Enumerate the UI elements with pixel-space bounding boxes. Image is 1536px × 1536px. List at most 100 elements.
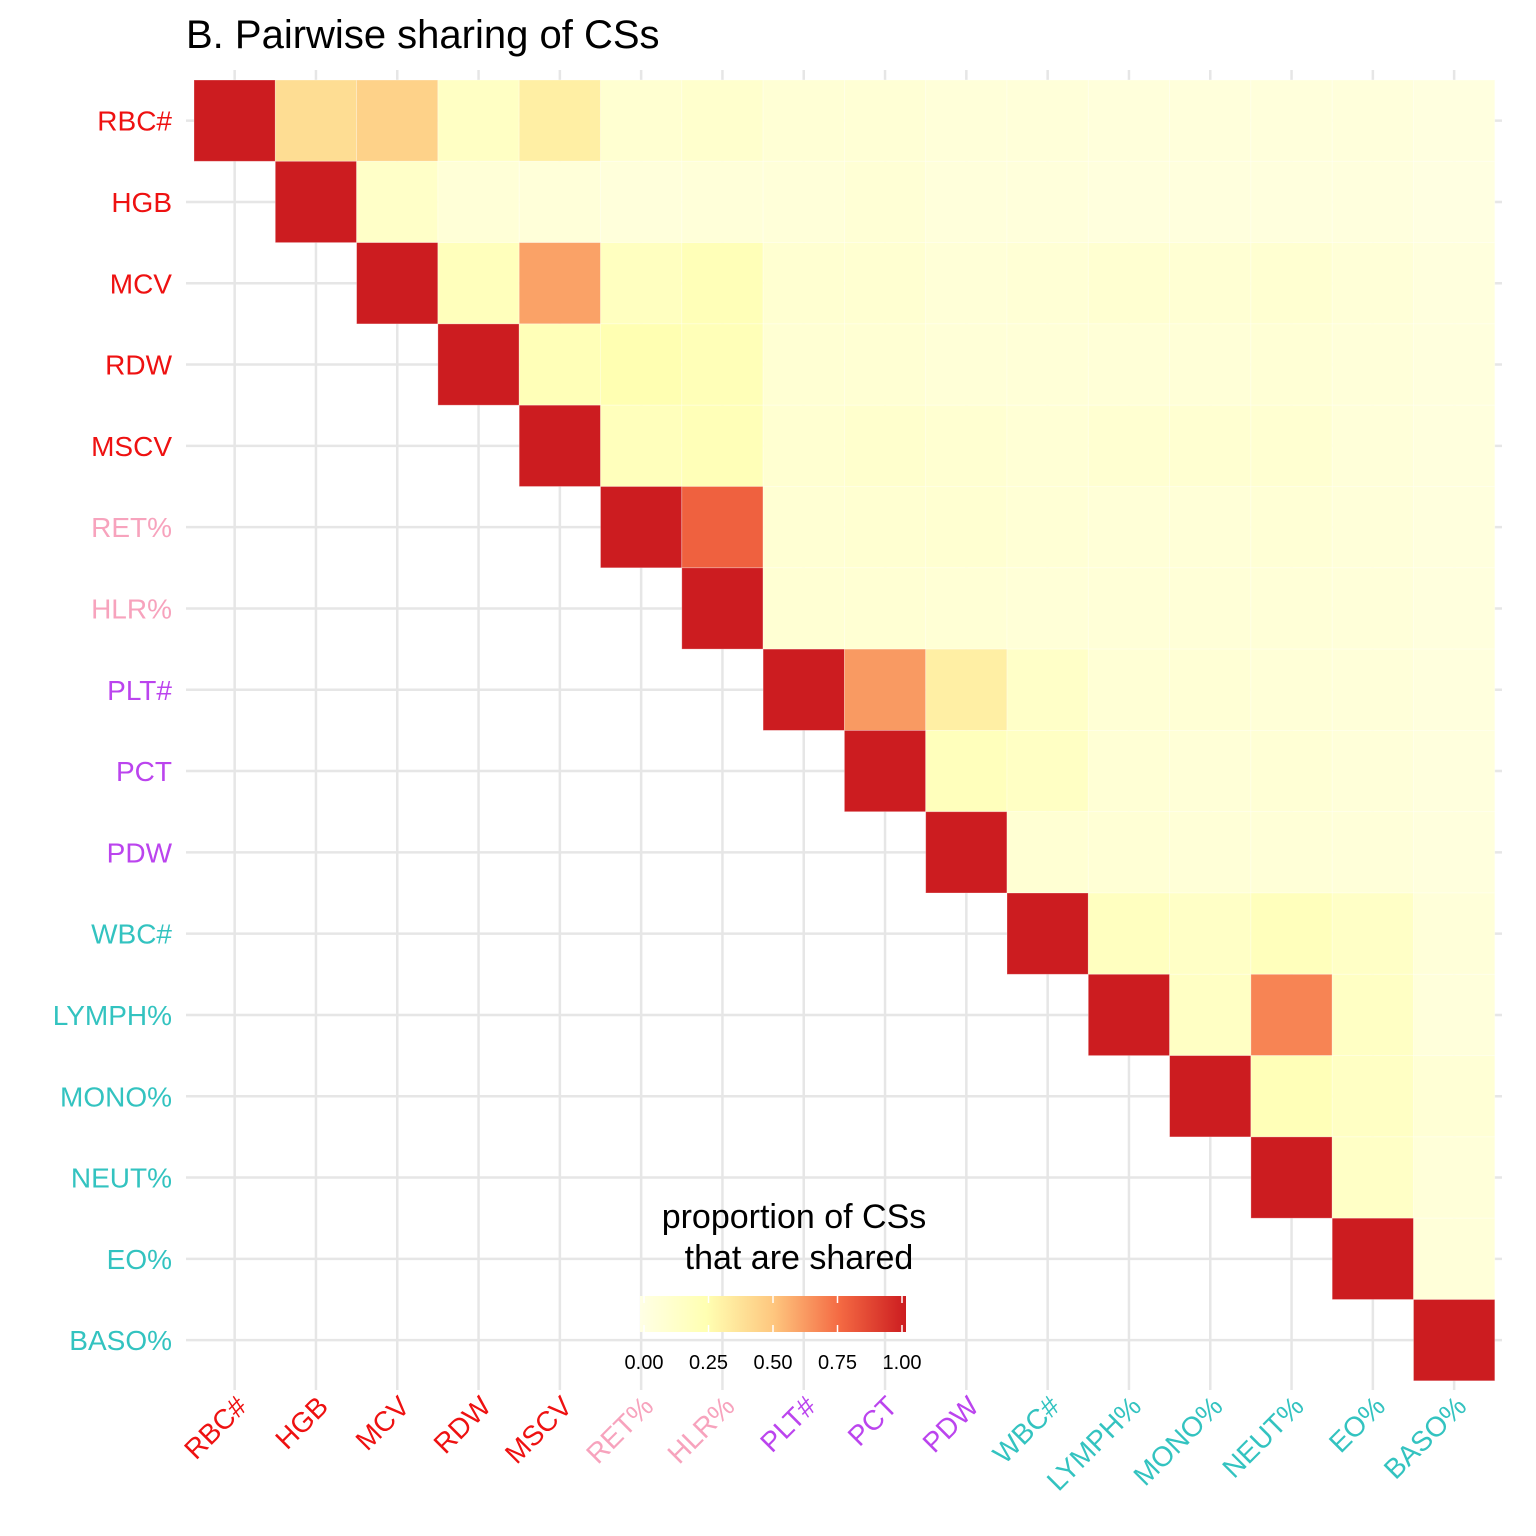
heatmap-cell-HLR%-LYMPH% xyxy=(1087,567,1171,650)
heatmap-cell-MSCV-WBC# xyxy=(1006,404,1089,487)
heatmap-cell-RET%-PDW xyxy=(925,486,1008,569)
heatmap-cell-PCT-EO% xyxy=(1331,730,1414,813)
heatmap-cell-HLR%-EO% xyxy=(1331,567,1414,650)
x-tick-label: HLR% xyxy=(662,1390,741,1469)
heatmap-cell-HGB-WBC# xyxy=(1006,160,1089,244)
heatmap-cell-PLT#-PDW xyxy=(925,648,1008,731)
heatmap-cell-MSCV-HLR% xyxy=(681,404,764,487)
x-tick-label: PCT xyxy=(842,1390,904,1452)
heatmap-cell-RDW-HLR% xyxy=(681,323,764,406)
x-tick-label: MONO% xyxy=(1127,1390,1228,1491)
heatmap-cell-MCV-RDW xyxy=(437,242,520,325)
color-legend: proportion of CSs that are shared 0.00 0.… xyxy=(625,1198,927,1374)
heatmap-cell-PCT-MONO% xyxy=(1169,730,1252,813)
heatmap-cell-BASO%-BASO% xyxy=(1413,1299,1496,1382)
heatmap-cell-MCV-WBC# xyxy=(1006,242,1089,325)
heatmap-cell-PCT-BASO% xyxy=(1413,730,1496,813)
x-tick-label: WBC# xyxy=(987,1390,1066,1469)
heatmap-cell-RBC#-BASO% xyxy=(1413,79,1496,162)
heatmap-cell-PLT#-PLT# xyxy=(762,648,845,731)
heatmap-cell-WBC#-BASO% xyxy=(1413,892,1496,975)
heatmap-cell-LYMPH%-LYMPH% xyxy=(1087,973,1171,1056)
heatmap-cell-MSCV-BASO% xyxy=(1413,404,1496,487)
y-tick-label: BASO% xyxy=(69,1325,172,1356)
y-axis-labels: RBC# HGB MCV RDW MSCV RET% HLR% PLT# PCT PDW WBC# L… xyxy=(53,106,173,1356)
x-tick-label: PDW xyxy=(917,1390,986,1459)
heatmap-cell-MSCV-NEUT% xyxy=(1250,404,1333,487)
heatmap-cell-HGB-BASO% xyxy=(1413,160,1496,244)
chart-title: B. Pairwise sharing of CSs xyxy=(186,13,660,57)
heatmap-cell-MCV-HLR% xyxy=(681,242,764,325)
heatmap-cell-RET%-HLR% xyxy=(681,486,764,569)
heatmap-cell-MSCV-PLT# xyxy=(762,404,845,487)
legend-tick-label: 1.00 xyxy=(883,1352,922,1374)
heatmap-cell-HLR%-BASO% xyxy=(1413,567,1496,650)
legend-tick-label: 0.00 xyxy=(625,1352,664,1374)
legend-title-line1: proportion of CSs xyxy=(662,1198,927,1236)
heatmap-cell-HGB-PCT xyxy=(844,160,927,244)
heatmap-cell-LYMPH%-NEUT% xyxy=(1250,973,1333,1056)
heatmap-cell-MCV-EO% xyxy=(1331,242,1414,325)
legend-tick-label: 0.25 xyxy=(689,1352,728,1374)
heatmap-cell-HLR%-HLR% xyxy=(681,567,764,650)
heatmap-cell-HLR%-PDW xyxy=(925,567,1008,650)
heatmap-cell-HGB-LYMPH% xyxy=(1087,160,1171,244)
heatmap-cell-RET%-NEUT% xyxy=(1250,486,1333,569)
heatmap-cell-HGB-RET% xyxy=(600,160,683,244)
y-tick-label: MSCV xyxy=(91,431,172,462)
heatmap-cell-PDW-PDW xyxy=(925,811,1008,894)
heatmap-cell-MONO%-EO% xyxy=(1331,1055,1414,1138)
heatmap-cell-RBC#-MCV xyxy=(356,79,439,162)
heatmap-cell-PDW-MONO% xyxy=(1169,811,1252,894)
heatmap-cell-PDW-LYMPH% xyxy=(1087,811,1171,894)
heatmap-cell-RBC#-HGB xyxy=(274,79,357,162)
y-tick-label: WBC# xyxy=(91,919,172,950)
heatmap-cell-RBC#-MONO% xyxy=(1169,79,1252,162)
heatmap-cell-PLT#-EO% xyxy=(1331,648,1414,731)
heatmap-cell-PDW-WBC# xyxy=(1006,811,1089,894)
heatmap-cell-LYMPH%-MONO% xyxy=(1169,973,1252,1056)
y-tick-label: HLR% xyxy=(91,593,172,624)
y-tick-label: PCT xyxy=(116,756,172,787)
y-tick-label: RDW xyxy=(105,350,172,381)
heatmap-cell-EO%-EO% xyxy=(1331,1217,1414,1300)
heatmap-cell-MCV-MONO% xyxy=(1169,242,1252,325)
heatmap-cell-MCV-MCV xyxy=(356,242,439,325)
y-tick-label: HGB xyxy=(111,187,172,218)
heatmap-cell-RBC#-RDW xyxy=(437,79,520,162)
heatmap-cell-MCV-PCT xyxy=(844,242,927,325)
heatmap-cell-RBC#-PLT# xyxy=(762,79,845,162)
heatmap-cell-HGB-MONO% xyxy=(1169,160,1252,244)
heatmap-cell-LYMPH%-BASO% xyxy=(1413,973,1496,1056)
x-tick-label: MSCV xyxy=(499,1390,578,1469)
heatmap-cell-NEUT%-BASO% xyxy=(1413,1136,1496,1219)
heatmap-cell-RBC#-HLR% xyxy=(681,79,764,162)
heatmap-cell-WBC#-MONO% xyxy=(1169,892,1252,975)
heatmap-cell-MSCV-MSCV xyxy=(518,404,601,487)
x-tick-label: MCV xyxy=(350,1390,416,1456)
heatmap-cell-MSCV-PCT xyxy=(844,404,927,487)
heatmap-cell-PLT#-PCT xyxy=(844,648,927,731)
heatmap-cell-RDW-MONO% xyxy=(1169,323,1252,406)
heatmap-cell-MSCV-LYMPH% xyxy=(1087,404,1171,487)
heatmap-cell-RDW-LYMPH% xyxy=(1087,323,1171,406)
heatmap-cell-HLR%-WBC# xyxy=(1006,567,1089,650)
y-tick-label: MCV xyxy=(110,268,173,299)
heatmap-cell-PCT-NEUT% xyxy=(1250,730,1333,813)
heatmap-cell-HLR%-PLT# xyxy=(762,567,845,650)
heatmap-cell-MONO%-MONO% xyxy=(1169,1055,1252,1138)
heatmap-cell-WBC#-EO% xyxy=(1331,892,1414,975)
heatmap-cell-HLR%-MONO% xyxy=(1169,567,1252,650)
heatmap-cell-RBC#-PCT xyxy=(844,79,927,162)
heatmap-cell-RDW-PCT xyxy=(844,323,927,406)
heatmap-cell-HGB-PDW xyxy=(925,160,1008,244)
x-tick-label: RET% xyxy=(580,1390,659,1469)
legend-tick-label: 0.75 xyxy=(818,1352,857,1374)
heatmap-cell-MONO%-NEUT% xyxy=(1250,1055,1333,1138)
heatmap-cell-RET%-BASO% xyxy=(1413,486,1496,569)
heatmap-cell-HGB-MSCV xyxy=(518,160,601,244)
heatmap-cell-PCT-LYMPH% xyxy=(1087,730,1171,813)
heatmap-cell-HGB-HLR% xyxy=(681,160,764,244)
heatmap-cell-RBC#-NEUT% xyxy=(1250,79,1333,162)
